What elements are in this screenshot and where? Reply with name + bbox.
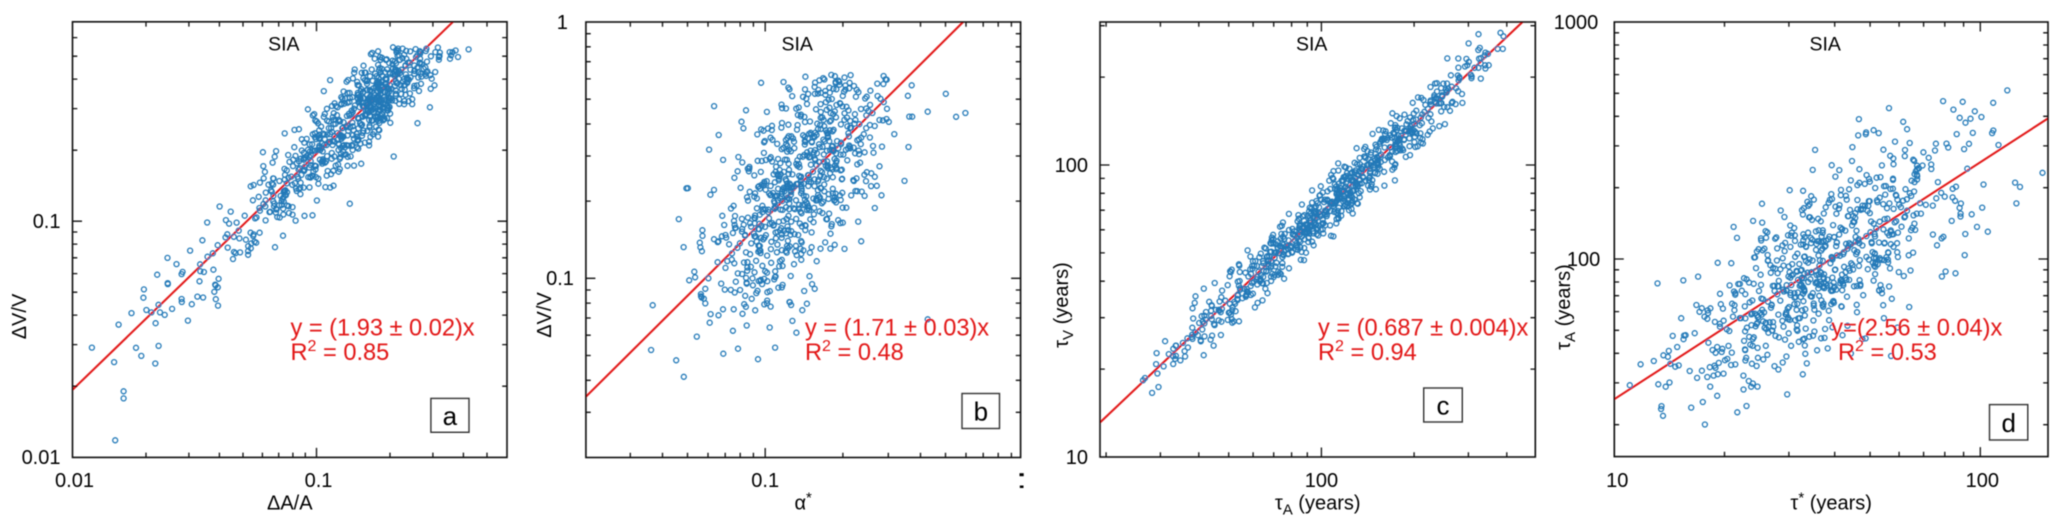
- svg-text:d: d: [2001, 408, 2015, 438]
- svg-text:1: 1: [557, 12, 568, 34]
- svg-text:0.1: 0.1: [546, 268, 574, 290]
- svg-text:0.01: 0.01: [55, 470, 94, 492]
- svg-text:ΔV/V: ΔV/V: [9, 293, 31, 339]
- svg-text:y=(2.56 ± 0.04)x: y=(2.56 ± 0.04)x: [1831, 316, 2002, 342]
- svg-text:c: c: [1437, 391, 1450, 421]
- svg-text:0.1: 0.1: [751, 470, 779, 492]
- svg-text:SIA: SIA: [1809, 34, 1840, 56]
- svg-text:y = (1.71 ± 0.03)x: y = (1.71 ± 0.03)x: [805, 316, 989, 342]
- svg-text:ΔA/A: ΔA/A: [267, 493, 313, 515]
- svg-text:10: 10: [1066, 447, 1088, 469]
- svg-text:0.01: 0.01: [22, 447, 61, 469]
- svg-text:100: 100: [1567, 249, 1600, 271]
- svg-text:10: 10: [1606, 470, 1628, 492]
- svg-text:a: a: [443, 401, 458, 431]
- svg-text:100: 100: [1305, 470, 1338, 492]
- svg-text:0.1: 0.1: [33, 211, 61, 233]
- svg-text:R2 = 0.94: R2 = 0.94: [1318, 338, 1417, 366]
- svg-text:R2 = 0.48: R2 = 0.48: [805, 338, 904, 366]
- svg-text:τA (years): τA (years): [1553, 264, 1579, 350]
- svg-text:100: 100: [1966, 470, 1999, 492]
- svg-text:SIA: SIA: [1296, 34, 1327, 56]
- svg-text:τ* (years): τ* (years): [1790, 490, 1872, 515]
- svg-text:τA (years): τA (years): [1275, 493, 1361, 519]
- svg-text:b: b: [974, 397, 988, 427]
- svg-text:R2 = 0.53: R2 = 0.53: [1838, 338, 1937, 366]
- svg-text:1000: 1000: [1554, 12, 1599, 34]
- svg-text:R2 = 0.85: R2 = 0.85: [291, 338, 390, 366]
- svg-text:y = (1.93 ± 0.02)x: y = (1.93 ± 0.02)x: [291, 316, 475, 342]
- svg-text:SIA: SIA: [268, 34, 299, 56]
- svg-text:ΔV/V: ΔV/V: [534, 292, 556, 338]
- svg-text:SIA: SIA: [781, 34, 812, 56]
- svg-text:y = (0.687 ± 0.004)x: y = (0.687 ± 0.004)x: [1318, 316, 1529, 342]
- svg-text:0.1: 0.1: [305, 470, 333, 492]
- svg-text:100: 100: [1055, 155, 1088, 177]
